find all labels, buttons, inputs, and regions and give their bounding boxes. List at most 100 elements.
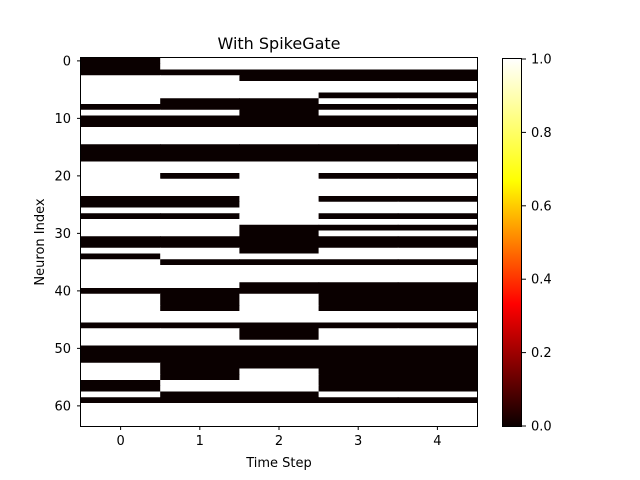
heatmap-cell — [239, 345, 320, 352]
heatmap-cell — [318, 92, 399, 99]
heatmap-cell — [318, 305, 399, 312]
heatmap-cell — [160, 420, 240, 427]
heatmap-cell — [397, 115, 478, 122]
heatmap-cell — [397, 167, 478, 174]
heatmap-cell — [239, 259, 320, 266]
x-tick-label: 0 — [116, 434, 124, 449]
heatmap-cell — [397, 374, 478, 381]
heatmap-cell — [81, 58, 161, 65]
heatmap-cell — [239, 265, 320, 272]
heatmap-cell — [81, 127, 161, 134]
heatmap-cell — [318, 282, 399, 289]
heatmap-cell — [81, 81, 161, 88]
heatmap-cell — [397, 173, 478, 180]
heatmap-cell — [397, 219, 478, 226]
heatmap-cell — [81, 161, 161, 168]
heatmap-cell — [81, 236, 161, 243]
heatmap-cell — [160, 173, 240, 180]
heatmap-cell — [239, 247, 320, 255]
heatmap-cell — [318, 81, 399, 88]
colorbar-tick-label: 0.2 — [531, 346, 552, 361]
heatmap-cell — [160, 109, 240, 117]
heatmap-cell — [81, 276, 161, 283]
heatmap-cell — [239, 207, 320, 214]
heatmap-cell — [318, 75, 399, 82]
heatmap-cell — [397, 104, 478, 111]
heatmap-cell — [160, 339, 240, 347]
heatmap-cell — [81, 207, 161, 214]
heatmap-cell — [160, 385, 240, 393]
heatmap-cell — [81, 178, 161, 186]
heatmap-cell — [160, 276, 240, 283]
heatmap-cell — [81, 109, 161, 117]
heatmap-cell — [239, 127, 320, 134]
heatmap-cell — [81, 397, 161, 404]
heatmap-cell — [160, 219, 240, 226]
heatmap-cell — [239, 81, 320, 88]
heatmap-cell — [318, 63, 399, 71]
heatmap-cell — [239, 178, 320, 186]
heatmap-cell — [160, 92, 240, 99]
heatmap-cell — [397, 69, 478, 76]
heatmap-cell — [239, 397, 320, 404]
y-tick-label: 20 — [54, 169, 71, 184]
heatmap-cell — [397, 196, 478, 203]
heatmap-cell — [81, 368, 161, 375]
heatmap-cell — [318, 184, 399, 191]
heatmap-cell — [318, 138, 399, 145]
heatmap-cell — [160, 316, 240, 324]
heatmap-cell — [160, 328, 240, 335]
heatmap-cell — [239, 144, 320, 151]
colorbar-ticks: 0.0 0.2 0.4 0.6 0.8 1.0 — [522, 53, 552, 435]
heatmap-cell — [239, 224, 320, 232]
heatmap-cell — [318, 236, 399, 243]
heatmap-cell — [81, 104, 161, 111]
heatmap-cell — [81, 63, 161, 71]
heatmap-cell — [239, 276, 320, 283]
heatmap-cell — [239, 132, 320, 140]
heatmap-cell — [160, 63, 240, 71]
heatmap-cell — [397, 351, 478, 358]
heatmap-cell — [81, 219, 161, 226]
heatmap-cell — [397, 121, 478, 128]
heatmap-cell — [318, 270, 399, 278]
heatmap-cell — [239, 339, 320, 347]
heatmap-cell — [81, 144, 161, 151]
heatmap-cell — [160, 132, 240, 140]
heatmap-cell — [81, 115, 161, 122]
heatmap-cell — [397, 328, 478, 335]
heatmap-cell — [239, 374, 320, 381]
heatmap-cell — [397, 368, 478, 375]
heatmap-cell — [81, 173, 161, 180]
heatmap-cell — [318, 196, 399, 203]
heatmap-cell — [397, 184, 478, 191]
heatmap-cell — [160, 265, 240, 272]
heatmap-cell — [318, 213, 399, 220]
heatmap-cell — [318, 351, 399, 358]
heatmap-cell — [81, 374, 161, 381]
heatmap-cell — [239, 293, 320, 301]
heatmap-cell — [318, 316, 399, 324]
heatmap-cell — [397, 339, 478, 347]
heatmap-cell — [160, 247, 240, 255]
x-axis-label: Time Step — [245, 456, 312, 471]
heatmap-cell — [160, 86, 240, 94]
heatmap-cell — [239, 253, 320, 260]
heatmap-cell — [160, 121, 240, 128]
heatmap-cell — [160, 357, 240, 364]
heatmap-cell — [160, 259, 240, 266]
heatmap-cell — [318, 385, 399, 393]
heatmap-cell — [318, 265, 399, 272]
heatmap-cell — [160, 351, 240, 358]
heatmap-cell — [160, 115, 240, 122]
colorbar-tick-label: 0.8 — [531, 126, 552, 141]
heatmap-cell — [160, 374, 240, 381]
heatmap-cell — [318, 293, 399, 301]
heatmap-cell — [397, 161, 478, 168]
heatmap-cell — [239, 161, 320, 168]
heatmap-cell — [397, 138, 478, 145]
heatmap-cell — [397, 253, 478, 260]
heatmap-cell — [81, 253, 161, 260]
heatmap-cell — [318, 69, 399, 76]
heatmap-cell — [81, 408, 161, 416]
